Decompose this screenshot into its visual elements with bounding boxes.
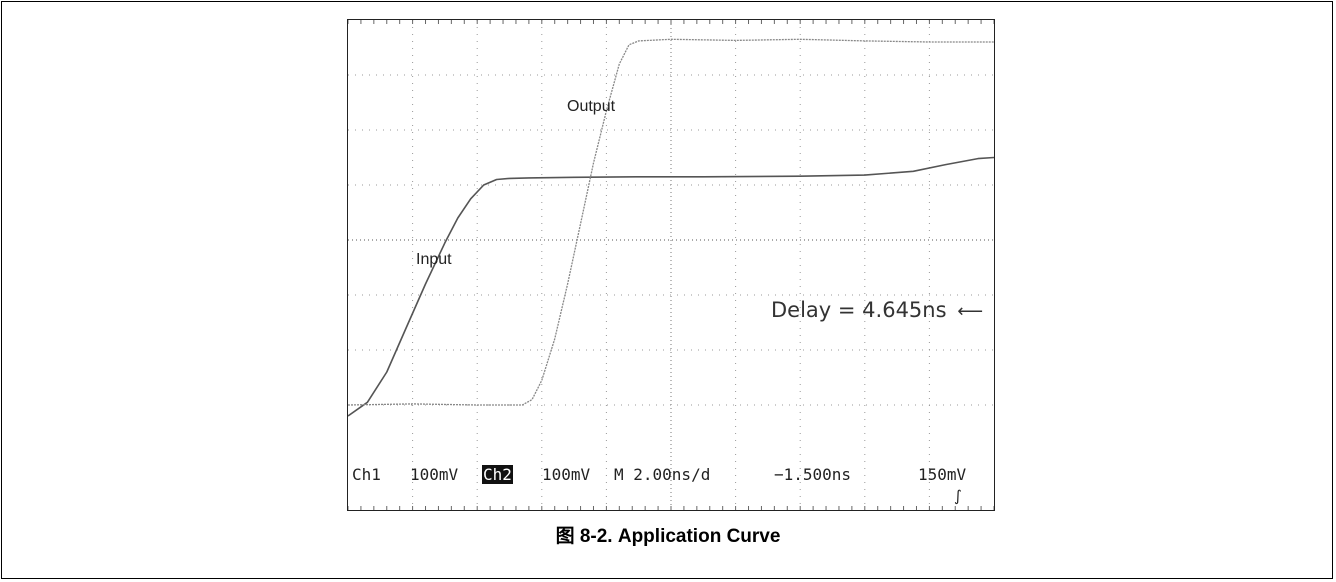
- delay-text: Delay = 4.645ns: [771, 298, 947, 322]
- rising-edge-icon: ∫: [954, 487, 962, 505]
- figure-caption: 图 8-2. Application Curve: [555, 526, 781, 547]
- trace-input: [348, 156, 994, 417]
- scope-plot: [348, 20, 994, 510]
- ch2-label: Ch2: [482, 465, 513, 484]
- ch1-label: Ch1: [352, 465, 381, 484]
- series-label-input: Input: [416, 251, 452, 268]
- trigger-level: 150mV: [918, 465, 967, 484]
- delay-measurement: Delay = 4.645ns ⟵: [771, 298, 983, 322]
- oscilloscope-screen: Output Input Delay = 4.645ns ⟵: [347, 19, 995, 511]
- ch2-scale: 100mV: [542, 465, 591, 484]
- horizontal-position: −1.500ns: [774, 465, 852, 484]
- left-arrow-icon: ⟵: [957, 301, 984, 322]
- trace-output: [348, 38, 994, 406]
- timebase: M 2.00ns/d: [614, 465, 711, 484]
- graticule-grid: [348, 20, 994, 510]
- ch1-scale: 100mV: [410, 465, 459, 484]
- series-label-output: Output: [567, 98, 616, 115]
- scope-readout-bar: Ch1 100mV Ch2 100mV M 2.00ns/d −1.500ns …: [352, 465, 992, 491]
- trace-layer: [348, 38, 994, 417]
